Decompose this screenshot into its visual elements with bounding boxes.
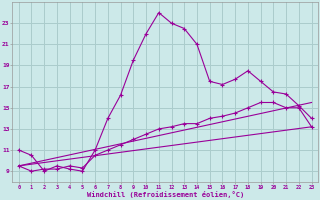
X-axis label: Windchill (Refroidissement éolien,°C): Windchill (Refroidissement éolien,°C) (86, 191, 244, 198)
